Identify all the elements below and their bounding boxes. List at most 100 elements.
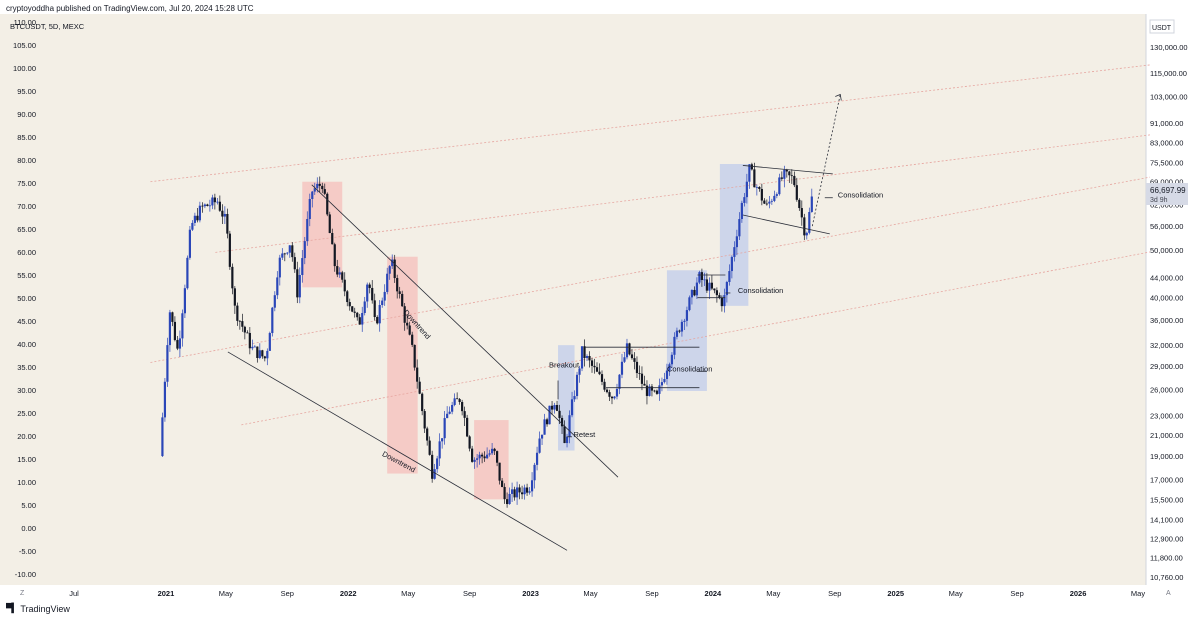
price-axis-label[interactable]: 50,000.00	[1150, 246, 1183, 255]
bear-candle[interactable]	[393, 259, 396, 279]
bull-candle[interactable]	[168, 312, 172, 346]
bull-candle[interactable]	[388, 266, 391, 274]
bull-candle[interactable]	[278, 257, 281, 278]
bull-candle[interactable]	[316, 183, 319, 189]
bear-candle[interactable]	[326, 193, 329, 215]
bull-candle[interactable]	[510, 489, 514, 494]
time-axis-label[interactable]: Sep	[645, 589, 658, 598]
bear-candle[interactable]	[243, 326, 246, 333]
bull-candle[interactable]	[361, 312, 364, 325]
bear-candle[interactable]	[785, 169, 788, 172]
bull-candle[interactable]	[363, 301, 366, 313]
right-price-axis[interactable]	[1146, 14, 1200, 600]
price-axis-label[interactable]: 44,000.00	[1150, 273, 1183, 282]
bear-candle[interactable]	[753, 169, 756, 188]
price-axis-label[interactable]: 19,000.00	[1150, 452, 1183, 461]
bull-candle[interactable]	[491, 448, 494, 454]
bull-candle[interactable]	[703, 279, 706, 281]
bull-candle[interactable]	[258, 350, 261, 359]
currency-label[interactable]: USDT	[1152, 25, 1172, 32]
bear-candle[interactable]	[503, 486, 506, 500]
bear-candle[interactable]	[513, 489, 516, 498]
bear-candle[interactable]	[398, 291, 401, 294]
bull-candle[interactable]	[695, 282, 699, 296]
bear-candle[interactable]	[426, 428, 429, 441]
time-axis-label[interactable]: 2021	[158, 589, 175, 598]
bear-candle[interactable]	[401, 293, 404, 307]
bull-candle[interactable]	[665, 370, 669, 380]
time-axis-label[interactable]: May	[219, 589, 233, 598]
bull-candle[interactable]	[338, 272, 341, 275]
bull-candle[interactable]	[181, 313, 184, 339]
bear-candle[interactable]	[261, 350, 264, 357]
bear-candle[interactable]	[718, 295, 721, 298]
bear-candle[interactable]	[750, 164, 753, 170]
bear-candle[interactable]	[238, 320, 241, 322]
time-axis-label[interactable]: Sep	[463, 589, 476, 598]
bull-candle[interactable]	[301, 258, 304, 276]
bull-candle[interactable]	[623, 357, 626, 362]
bear-candle[interactable]	[263, 356, 266, 359]
channel-line[interactable]	[215, 134, 1151, 253]
bear-candle[interactable]	[333, 244, 336, 267]
bull-candle[interactable]	[675, 330, 679, 337]
scale-toggle-z[interactable]: Z	[20, 590, 25, 597]
bull-candle[interactable]	[673, 336, 676, 355]
bull-candle[interactable]	[585, 356, 589, 358]
bull-candle[interactable]	[488, 453, 491, 455]
bear-candle[interactable]	[705, 279, 709, 291]
bear-candle[interactable]	[458, 399, 461, 403]
bear-candle[interactable]	[518, 487, 521, 493]
bear-candle[interactable]	[758, 186, 761, 189]
bull-candle[interactable]	[565, 436, 569, 444]
bull-candle[interactable]	[186, 257, 189, 289]
bear-candle[interactable]	[431, 454, 434, 479]
bear-candle[interactable]	[500, 480, 504, 487]
bear-candle[interactable]	[471, 448, 474, 462]
bull-candle[interactable]	[808, 211, 811, 233]
bear-candle[interactable]	[346, 291, 349, 303]
price-axis-label[interactable]: 23,000.00	[1150, 411, 1183, 420]
bull-candle[interactable]	[580, 346, 584, 369]
downtrend-line-lower[interactable]	[227, 351, 568, 551]
bear-candle[interactable]	[196, 215, 199, 221]
bull-candle[interactable]	[193, 215, 196, 223]
bull-candle[interactable]	[476, 458, 479, 460]
bear-candle[interactable]	[256, 346, 259, 359]
bear-candle[interactable]	[423, 411, 426, 429]
bear-candle[interactable]	[598, 371, 601, 375]
bull-candle[interactable]	[198, 205, 201, 221]
bear-candle[interactable]	[640, 373, 644, 384]
bear-candle[interactable]	[421, 393, 424, 412]
bear-candle[interactable]	[635, 361, 639, 374]
bear-candle[interactable]	[376, 317, 379, 324]
bear-candle[interactable]	[655, 390, 659, 394]
bull-candle[interactable]	[276, 277, 279, 296]
bull-candle[interactable]	[683, 320, 686, 322]
channel-line[interactable]	[150, 176, 1151, 363]
bear-candle[interactable]	[371, 287, 374, 301]
bull-candle[interactable]	[698, 272, 701, 283]
projection-arrow-line[interactable]	[811, 94, 841, 227]
bull-candle[interactable]	[523, 487, 526, 495]
bull-candle[interactable]	[690, 289, 694, 298]
bear-candle[interactable]	[588, 356, 591, 361]
bull-candle[interactable]	[530, 480, 534, 492]
bear-candle[interactable]	[228, 233, 231, 267]
bull-candle[interactable]	[266, 350, 269, 359]
bull-candle[interactable]	[253, 346, 256, 348]
bear-candle[interactable]	[283, 253, 286, 255]
bull-candle[interactable]	[543, 419, 546, 435]
bear-candle[interactable]	[790, 175, 793, 177]
bull-candle[interactable]	[620, 361, 624, 375]
annotation-label[interactable]: Breakout	[549, 361, 580, 370]
time-axis-strip[interactable]	[0, 585, 1146, 600]
bear-candle[interactable]	[418, 381, 421, 394]
bull-candle[interactable]	[188, 229, 191, 258]
bull-candle[interactable]	[660, 382, 664, 386]
bull-candle[interactable]	[548, 405, 551, 425]
bear-candle[interactable]	[693, 289, 696, 296]
price-axis-label[interactable]: 11,800.00	[1150, 553, 1183, 562]
bull-candle[interactable]	[783, 169, 786, 179]
bull-candle[interactable]	[381, 300, 384, 306]
